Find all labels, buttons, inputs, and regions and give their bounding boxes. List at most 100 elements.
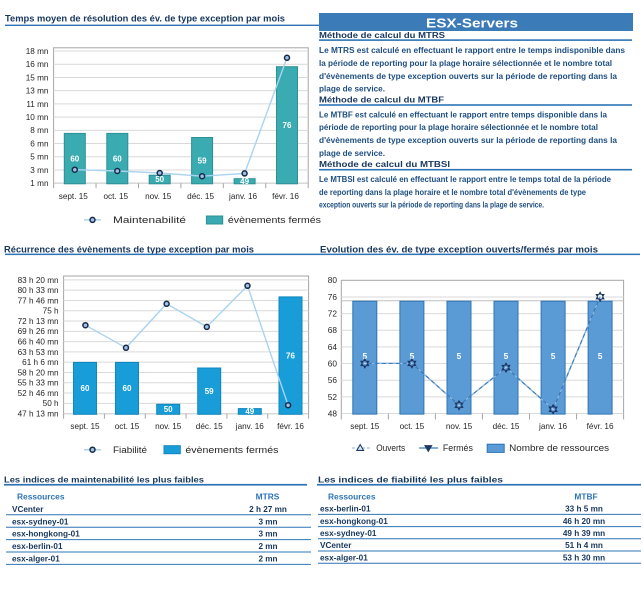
svg-text:80: 80 [328,275,338,285]
svg-text:50: 50 [155,175,164,184]
svg-text:69 h 26 mn: 69 h 26 mn [18,327,59,336]
svg-text:nov. 15: nov. 15 [155,422,182,431]
svg-text:33 h 5 mn: 33 h 5 mn [565,505,603,514]
svg-text:3 mn: 3 mn [30,166,49,175]
svg-text:56: 56 [328,375,338,385]
svg-text:72: 72 [328,309,338,319]
svg-text:53 h 30 mn: 53 h 30 mn [563,553,605,562]
svg-text:5 mn: 5 mn [30,153,49,162]
svg-text:76: 76 [286,351,295,360]
svg-text:10 mn: 10 mn [26,113,49,122]
svg-text:13 mn: 13 mn [26,87,49,96]
svg-text:5: 5 [362,351,367,361]
svg-text:Ressources: Ressources [328,492,376,502]
svg-text:72 h 13 mn: 72 h 13 mn [18,317,59,326]
svg-text:Le MTBSI est calculé en effect: Le MTBSI est calculé en effectuant le ra… [319,175,612,184]
svg-text:5: 5 [457,351,462,361]
svg-text:16 mn: 16 mn [26,60,49,69]
svg-text:nov. 15: nov. 15 [145,192,172,201]
svg-text:61 h 6 mn: 61 h 6 mn [22,358,59,367]
svg-text:60: 60 [123,384,132,393]
svg-text:esx-hongkong-01: esx-hongkong-01 [12,530,80,539]
svg-text:exception ouverts sur la pério: exception ouverts sur la période de repo… [319,201,544,210]
svg-text:nov. 15: nov. 15 [446,422,473,431]
svg-text:58 h 20 mn: 58 h 20 mn [18,368,59,377]
svg-text:Méthode de calcul du MTBSI: Méthode de calcul du MTBSI [319,160,450,169]
svg-text:Fermés: Fermés [443,443,473,453]
svg-text:60: 60 [113,154,122,163]
svg-text:55 h 33 mn: 55 h 33 mn [18,379,59,388]
svg-text:60: 60 [81,384,90,393]
svg-text:5: 5 [410,351,415,361]
svg-text:5: 5 [551,351,556,361]
svg-text:Méthode de calcul du MTBF: Méthode de calcul du MTBF [319,96,444,105]
svg-text:évènements fermés: évènements fermés [185,445,279,455]
svg-text:Ressources: Ressources [17,492,65,502]
svg-text:2 mn: 2 mn [258,555,277,564]
svg-text:de reporting dans la plage hor: de reporting dans la plage horaire et le… [319,188,587,197]
svg-text:déc. 15: déc. 15 [196,422,223,431]
svg-text:63 h 53 mn: 63 h 53 mn [18,348,59,357]
svg-text:11 mn: 11 mn [26,100,49,109]
svg-text:15 mn: 15 mn [26,73,49,82]
svg-text:évènements fermés: évènements fermés [228,215,322,225]
svg-text:période de reporting pour la p: période de reporting pour la plage horai… [319,123,598,132]
svg-text:52: 52 [328,392,338,402]
svg-text:52 h 46 mn: 52 h 46 mn [18,389,59,398]
svg-text:60: 60 [70,154,79,163]
svg-text:77 h 46 mn: 77 h 46 mn [18,296,59,305]
svg-text:févr. 16: févr. 16 [277,422,304,431]
svg-text:76: 76 [328,292,338,302]
svg-text:janv. 16: janv. 16 [228,192,258,201]
svg-text:5: 5 [504,351,509,361]
svg-text:60: 60 [328,358,338,368]
svg-text:MTBF: MTBF [574,492,597,502]
svg-text:59: 59 [198,156,207,165]
svg-text:2 h 27 mn: 2 h 27 mn [249,505,287,514]
svg-text:5: 5 [598,351,603,361]
svg-text:esx-alger-01: esx-alger-01 [12,555,60,564]
svg-text:Temps moyen de résolution des: Temps moyen de résolution des év. de typ… [5,14,285,24]
svg-text:esx-berlin-01: esx-berlin-01 [320,505,371,514]
svg-text:Maintenabilité: Maintenabilité [113,215,186,225]
svg-text:janv. 16: janv. 16 [235,422,265,431]
svg-text:oct. 15: oct. 15 [115,422,140,431]
svg-text:sept. 15: sept. 15 [70,422,100,431]
svg-text:la période de reporting pour l: la période de reporting pour la plage ho… [319,59,612,68]
svg-text:Les indices de maintenabilité: Les indices de maintenabilité les plus f… [4,475,204,485]
svg-text:d'évènements de type exception: d'évènements de type exception ouverts s… [319,72,618,81]
svg-text:3 mn: 3 mn [258,517,277,526]
svg-text:64: 64 [328,342,338,352]
svg-text:esx-hongkong-01: esx-hongkong-01 [320,517,388,526]
svg-text:49: 49 [245,407,254,416]
svg-text:83 h 20 mn: 83 h 20 mn [18,276,59,285]
svg-text:49 h 39 mn: 49 h 39 mn [563,529,605,538]
svg-text:Récurrence des évènements de t: Récurrence des évènements de type except… [4,245,254,255]
svg-text:déc. 15: déc. 15 [493,422,520,431]
svg-text:46 h 20 mn: 46 h 20 mn [563,517,605,526]
svg-text:d'évènements de type exception: d'évènements de type exception ouverts s… [319,136,618,145]
svg-text:ESX-Servers: ESX-Servers [426,16,518,30]
svg-text:esx-sydney-01: esx-sydney-01 [320,529,377,538]
svg-text:esx-alger-01: esx-alger-01 [320,553,368,562]
svg-text:50: 50 [164,405,173,414]
svg-text:50 h: 50 h [43,399,59,408]
svg-text:Les indices de fiabilité les p: Les indices de fiabilité les plus faible… [318,475,503,485]
svg-text:janv. 16: janv. 16 [538,422,568,431]
svg-text:Fiabilité: Fiabilité [113,445,147,455]
svg-text:Méthode de calcul du MTRS: Méthode de calcul du MTRS [319,31,446,40]
svg-text:oct. 15: oct. 15 [400,422,425,431]
svg-text:oct. 15: oct. 15 [104,192,129,201]
svg-text:févr. 16: févr. 16 [587,422,614,431]
svg-text:48: 48 [328,408,338,418]
svg-text:59: 59 [205,387,214,396]
svg-text:6 mn: 6 mn [30,139,49,148]
svg-text:plage de service.: plage de service. [319,149,385,158]
svg-text:3 mn: 3 mn [258,530,277,539]
svg-text:Ouverts: Ouverts [376,443,405,453]
svg-text:Evolution des év. de type exce: Evolution des év. de type exception ouve… [320,245,598,255]
svg-text:Nombre de ressources: Nombre de ressources [509,443,610,453]
svg-text:sept. 15: sept. 15 [350,422,380,431]
svg-text:esx-berlin-01: esx-berlin-01 [12,542,63,551]
svg-text:66 h 40 mn: 66 h 40 mn [18,338,59,347]
